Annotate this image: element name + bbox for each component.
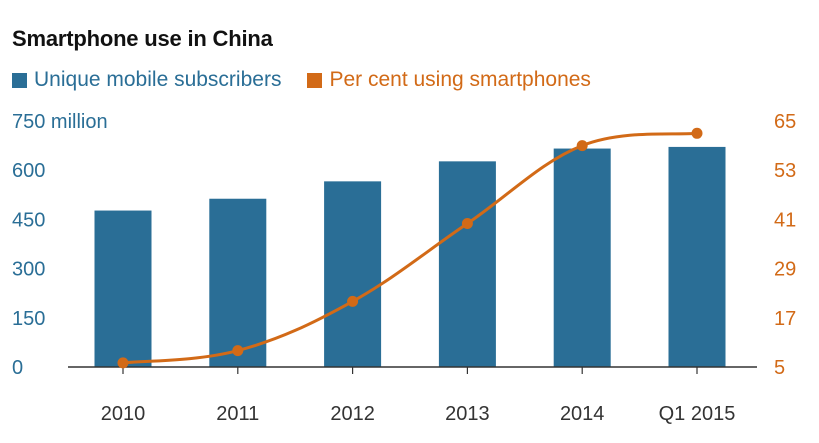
legend-swatch-bar <box>12 72 27 88</box>
line-point <box>461 218 473 229</box>
y-left-tick-label: 450 <box>12 209 45 231</box>
line-point <box>117 357 129 369</box>
y-right-tick-label: 5 <box>774 357 785 379</box>
legend-label-smartphones: Per cent using smartphones <box>329 68 591 91</box>
y-left-tick-label: 600 <box>12 160 45 182</box>
y-left-tick-label: 300 <box>12 259 45 281</box>
legend-label-subscribers: Unique mobile subscribers <box>34 68 282 91</box>
line-point <box>347 295 359 307</box>
legend-item-subscribers: Unique mobile subscribers <box>12 68 281 92</box>
x-tick-label: 2010 <box>101 403 146 425</box>
x-tick-label: 2014 <box>560 403 605 425</box>
y-left-tick-label: 750 million <box>12 111 108 133</box>
chart-title: Smartphone use in China <box>12 26 273 51</box>
x-tick-label: 2011 <box>216 403 259 425</box>
y-left-tick-label: 150 <box>12 308 45 330</box>
line-point <box>691 127 703 139</box>
bar <box>94 210 152 367</box>
bar <box>209 198 267 367</box>
line-smartphones <box>122 131 698 365</box>
legend: Unique mobile subscribers Per cent using… <box>12 68 617 92</box>
bar <box>324 181 382 367</box>
bar <box>438 161 496 367</box>
y-right-tick-label: 65 <box>774 111 796 133</box>
bar <box>668 146 726 367</box>
x-tick-label: 2013 <box>445 403 490 425</box>
y-right-tick-label: 17 <box>774 308 796 330</box>
y-right-tick-label: 29 <box>774 259 796 281</box>
bar <box>553 148 611 367</box>
legend-swatch-line <box>307 72 323 88</box>
x-tick-label: 2012 <box>330 403 375 425</box>
y-right-tick-label: 41 <box>774 209 796 231</box>
legend-item-smartphones: Per cent using smartphones <box>307 68 591 92</box>
y-left-tick-label: 0 <box>12 357 23 379</box>
y-right-tick-label: 53 <box>774 160 796 182</box>
line-point <box>576 140 588 152</box>
x-tick-label: Q1 2015 <box>659 403 736 425</box>
line-point <box>232 345 244 357</box>
